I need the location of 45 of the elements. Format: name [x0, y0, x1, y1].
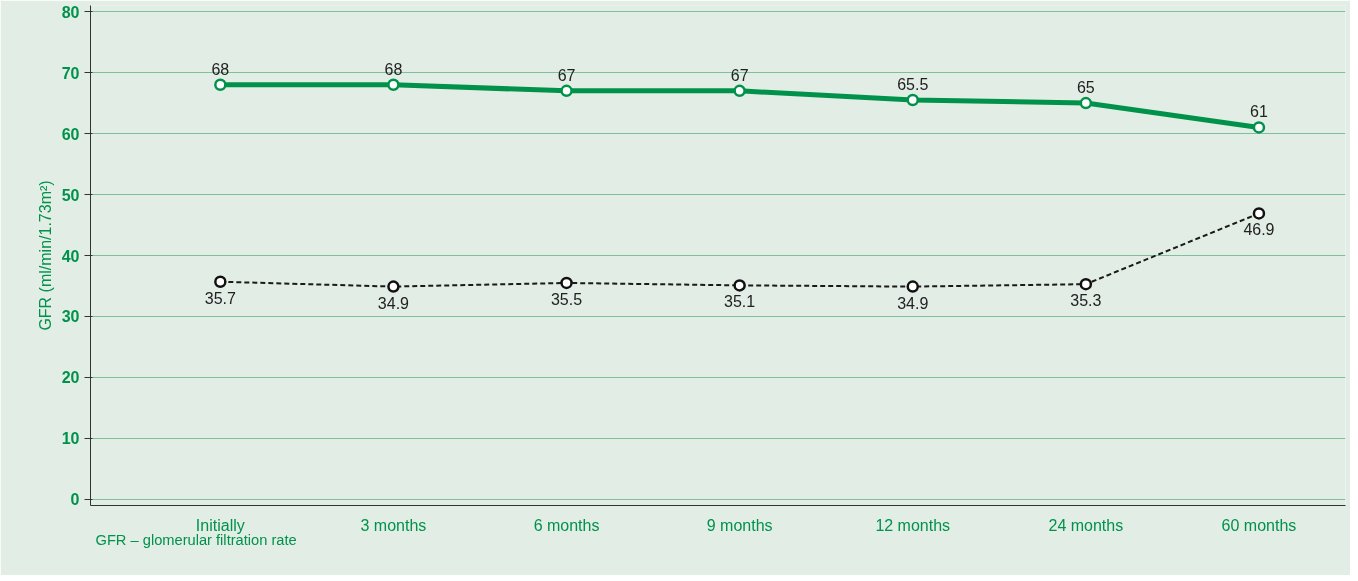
x-tick-label: 6 months	[533, 516, 600, 534]
data-label: 35.1	[724, 293, 756, 311]
x-tick-label: 9 months	[706, 516, 773, 534]
y-tick-label: 30	[61, 308, 80, 326]
x-tick-label: 12 months	[875, 516, 951, 534]
point	[906, 280, 919, 293]
x-tick-label: 24 months	[1048, 516, 1124, 534]
y-tick-label: 40	[61, 247, 80, 265]
point	[733, 84, 746, 98]
point	[560, 276, 573, 290]
point	[560, 84, 573, 98]
y-tick-label: 50	[61, 186, 80, 204]
point	[214, 78, 227, 92]
y-tick-label: 20	[61, 369, 80, 387]
y-tick-label: 0	[70, 491, 80, 509]
data-label: 67	[557, 66, 576, 84]
data-label: 34.9	[377, 294, 410, 312]
data-label: 65	[1076, 79, 1095, 97]
point	[906, 93, 919, 107]
y-tick-label: 80	[61, 3, 80, 21]
x-tick-label: 60 months	[1221, 516, 1297, 534]
y-axis-title: GFR (ml/min/1.73m²)	[36, 180, 54, 331]
data-label: 46.9	[1243, 221, 1275, 239]
point	[387, 78, 400, 92]
data-label: 67	[730, 66, 749, 84]
point	[733, 279, 746, 292]
y-tick-label: 70	[61, 64, 80, 82]
data-label: 65.5	[897, 76, 929, 94]
y-tick-label: 10	[61, 430, 80, 448]
point	[1252, 121, 1266, 134]
data-label: 35.7	[204, 289, 236, 307]
y-tick-label: 60	[61, 125, 80, 143]
data-label: 34.9	[897, 294, 929, 312]
point	[1079, 277, 1093, 291]
x-tick-label: 3 months	[360, 516, 427, 534]
data-label: 35.5	[550, 290, 583, 308]
data-label: 35.3	[1070, 292, 1102, 310]
point	[1252, 207, 1266, 220]
point	[214, 275, 227, 288]
data-label: 68	[384, 60, 403, 78]
point	[387, 280, 400, 293]
x-tick-label: Initially	[195, 516, 245, 534]
data-label: 61	[1250, 103, 1268, 121]
data-label: 68	[211, 60, 230, 78]
point	[1079, 96, 1093, 110]
